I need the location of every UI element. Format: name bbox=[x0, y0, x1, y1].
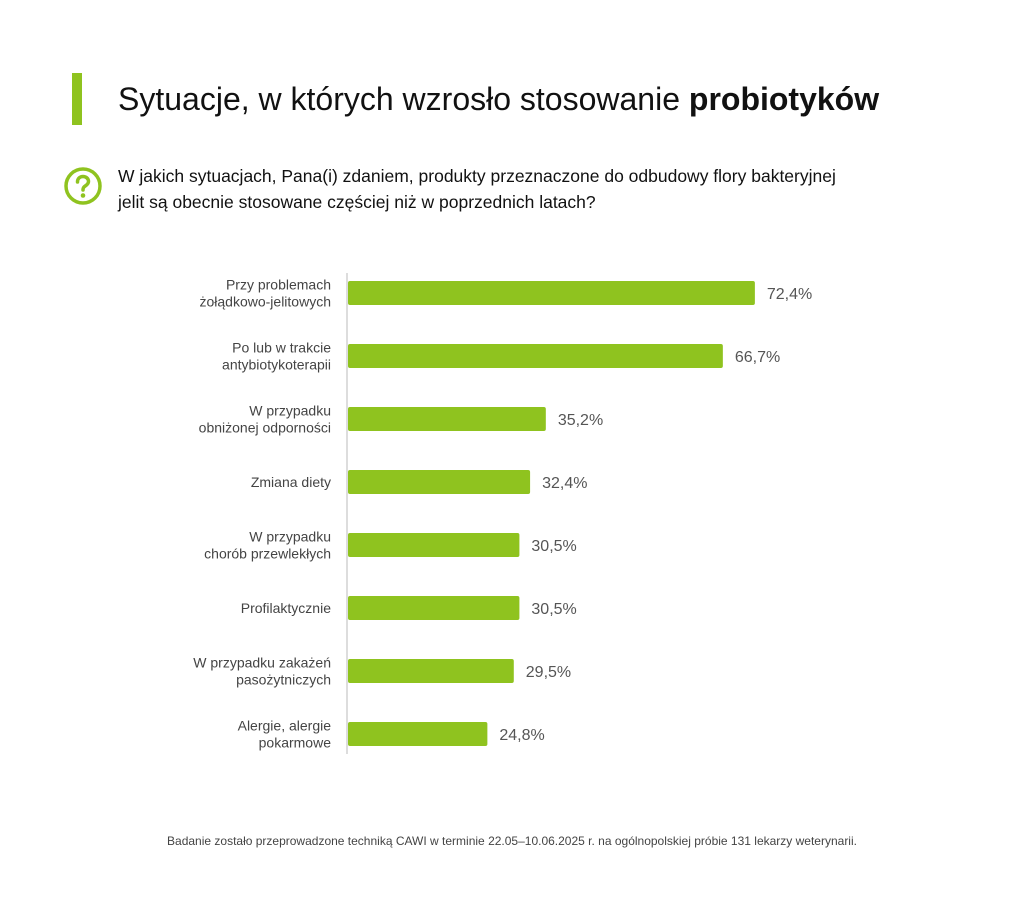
category-label-2: W przypadku obniżonej odporności bbox=[199, 403, 331, 436]
value-label-0: 72,4% bbox=[767, 286, 812, 303]
title-regular: Sytuacje, w których wzrosło stosowanie bbox=[118, 81, 680, 117]
value-label-4: 30,5% bbox=[531, 538, 576, 555]
bar-5 bbox=[348, 596, 519, 620]
category-label-4: W przypadku chorób przewlekłych bbox=[204, 529, 331, 562]
category-label-1: Po lub w trakcie antybiotykoterapii bbox=[222, 340, 331, 373]
category-label-3: Zmiana diety bbox=[251, 474, 331, 490]
bar-chart: 72,4% Przy problemach żołądkowo-jelitowych… bbox=[0, 260, 1024, 780]
bar-2 bbox=[348, 407, 546, 431]
value-label-3: 32,4% bbox=[542, 475, 587, 492]
page-title: Sytuacje, w których wzrosło stosowanie p… bbox=[118, 78, 879, 120]
bar-3 bbox=[348, 470, 530, 494]
value-label-5: 30,5% bbox=[531, 601, 576, 618]
bar-0 bbox=[348, 281, 755, 305]
question-circle-icon bbox=[63, 166, 103, 206]
value-label-6: 29,5% bbox=[526, 664, 571, 681]
title-bold: probiotyków bbox=[689, 81, 879, 117]
value-label-2: 35,2% bbox=[558, 412, 603, 429]
category-label-7: Alergie, alergie pokarmowe bbox=[238, 718, 332, 751]
footnote: Badanie zostało przeprowadzone techniką … bbox=[0, 834, 1024, 848]
bar-1 bbox=[348, 344, 723, 368]
value-label-1: 66,7% bbox=[735, 349, 780, 366]
category-label-5: Profilaktycznie bbox=[241, 600, 331, 616]
bar-4 bbox=[348, 533, 519, 557]
bar-7 bbox=[348, 722, 487, 746]
category-label-6: W przypadku zakażeń pasożytniczych bbox=[193, 655, 331, 688]
title-accent-bar bbox=[72, 73, 82, 125]
bar-6 bbox=[348, 659, 514, 683]
value-label-7: 24,8% bbox=[499, 727, 544, 744]
category-label-0: Przy problemach żołądkowo-jelitowych bbox=[199, 277, 331, 310]
survey-question: W jakich sytuacjach, Pana(i) zdaniem, pr… bbox=[118, 163, 838, 215]
